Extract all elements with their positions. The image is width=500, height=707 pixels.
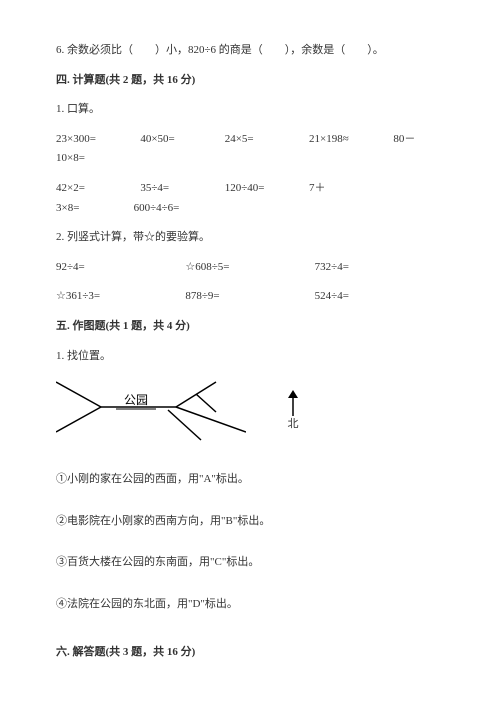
- question-6: 6. 余数必须比（ ）小，820÷6 的商是（ ），余数是（ ）。: [56, 42, 444, 60]
- road-diagram-svg: 公园: [56, 377, 246, 447]
- calc-cell: 7＋: [309, 180, 393, 198]
- calc-row-1: 23×300= 40×50= 24×5= 21×198≈ 80－: [56, 131, 444, 149]
- calc-cell: 120÷40=: [225, 180, 309, 198]
- section-4-title: 四. 计算题(共 2 题，共 16 分): [56, 72, 444, 90]
- q4-2-label: 2. 列竖式计算，带☆的要验算。: [56, 229, 444, 247]
- calc-row-2b: 3×8= 600÷4÷6=: [56, 200, 444, 218]
- calc-cell: 600÷4÷6=: [134, 200, 444, 218]
- calc-cell: ☆608÷5=: [185, 259, 314, 277]
- north-indicator: 北: [286, 390, 300, 434]
- park-label: 公园: [124, 393, 148, 407]
- calc-cell: 92÷4=: [56, 259, 185, 277]
- park-diagram: 公园 北: [56, 377, 444, 447]
- calc-cell: 42×2=: [56, 180, 140, 198]
- q5-item-1: ①小刚的家在公园的西面，用"A"标出。: [56, 471, 444, 489]
- section-6-title: 六. 解答题(共 3 题，共 16 分): [56, 644, 444, 662]
- calc-cell: 21×198≈: [309, 131, 393, 149]
- calc-cell: ☆361÷3=: [56, 288, 185, 306]
- q5-1-label: 1. 找位置。: [56, 348, 444, 366]
- calc-cell: 524÷4=: [315, 288, 444, 306]
- calc-cell: 35÷4=: [140, 180, 224, 198]
- q5-item-3: ③百货大楼在公园的东南面，用"C"标出。: [56, 554, 444, 572]
- calc-cell: 80－: [393, 131, 444, 149]
- calc-cell: 23×300=: [56, 131, 140, 149]
- calc-cell: 878÷9=: [185, 288, 314, 306]
- calc-cell: 24×5=: [225, 131, 309, 149]
- calc-row-1b: 10×8=: [56, 150, 444, 168]
- calc-row-4: ☆361÷3= 878÷9= 524÷4=: [56, 288, 444, 306]
- calc-cell: 40×50=: [140, 131, 224, 149]
- calc-cell: 3×8=: [56, 200, 134, 218]
- calc-row-3: 92÷4= ☆608÷5= 732÷4=: [56, 259, 444, 277]
- q5-item-2: ②电影院在小刚家的西南方向，用"B"标出。: [56, 513, 444, 531]
- q5-item-4: ④法院在公园的东北面，用"D"标出。: [56, 596, 444, 614]
- north-label: 北: [288, 416, 299, 434]
- q4-1-label: 1. 口算。: [56, 101, 444, 119]
- calc-cell: 732÷4=: [315, 259, 444, 277]
- calc-cell: [393, 180, 444, 198]
- north-arrow-icon: [286, 390, 300, 416]
- calc-row-2: 42×2= 35÷4= 120÷40= 7＋: [56, 180, 444, 198]
- section-5-title: 五. 作图题(共 1 题，共 4 分): [56, 318, 444, 336]
